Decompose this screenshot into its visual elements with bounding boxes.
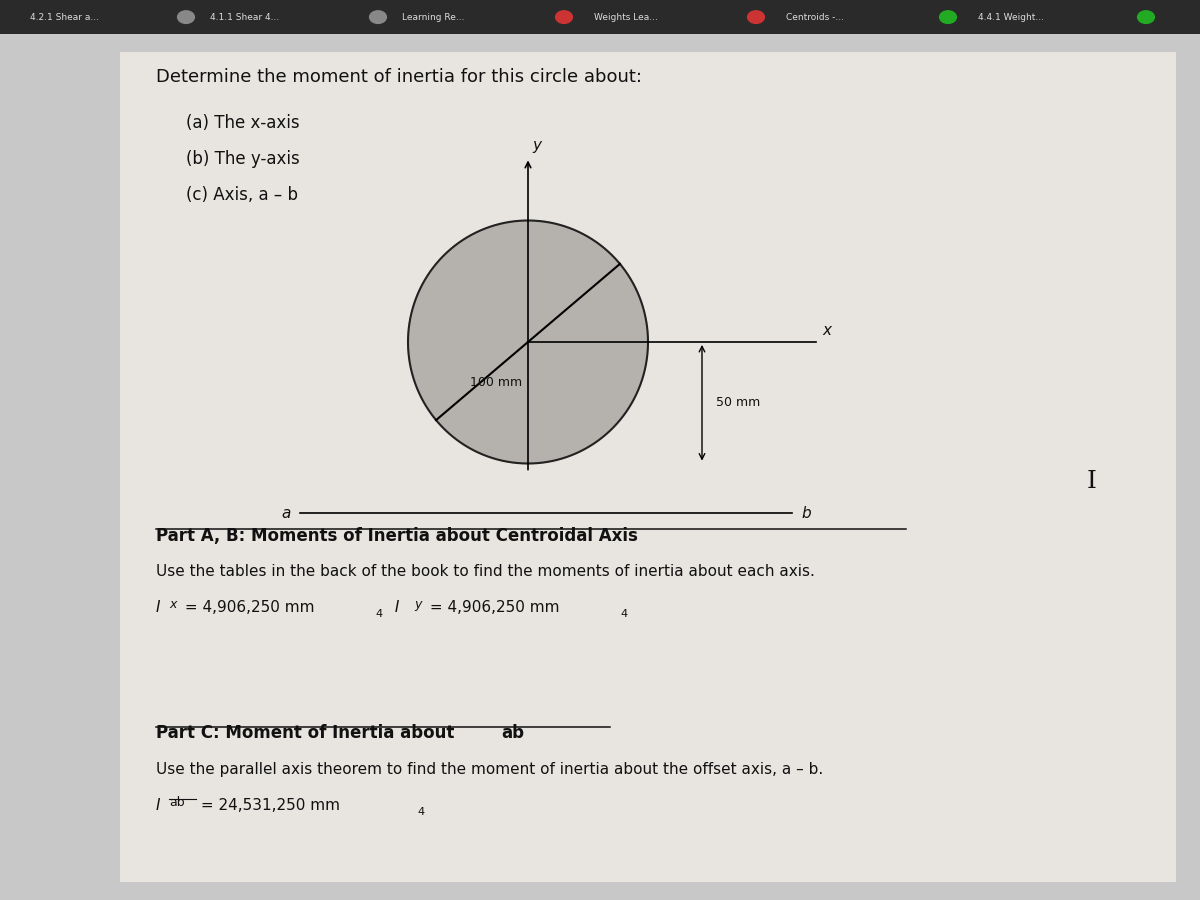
Text: Part A, B: Moments of Inertia about Centroidal Axis: Part A, B: Moments of Inertia about Cent… [156,526,638,544]
Text: (b) The y-axis: (b) The y-axis [186,150,300,168]
Text: I: I [156,600,161,616]
Text: 4: 4 [418,807,425,817]
Text: ab: ab [502,724,524,742]
Text: I: I [156,798,161,814]
Circle shape [178,11,194,23]
Circle shape [556,11,572,23]
Text: ab: ab [169,796,185,808]
Polygon shape [408,220,648,464]
Circle shape [1138,11,1154,23]
Text: Part C: Moment of Inertia about: Part C: Moment of Inertia about [156,724,460,742]
Text: 50 mm: 50 mm [716,396,761,410]
Text: = 24,531,250 mm: = 24,531,250 mm [196,798,340,814]
Text: (a) The x-axis: (a) The x-axis [186,114,300,132]
Text: I: I [1087,470,1097,493]
Text: Use the parallel axis theorem to find the moment of inertia about the offset axi: Use the parallel axis theorem to find th… [156,762,823,778]
Text: 4.4.1 Weight...: 4.4.1 Weight... [978,13,1044,22]
Text: Weights Lea...: Weights Lea... [594,13,658,22]
Text: 4.1.1 Shear 4...: 4.1.1 Shear 4... [210,13,280,22]
Text: (c) Axis, a – b: (c) Axis, a – b [186,186,298,204]
Text: Centroids -...: Centroids -... [786,13,844,22]
Text: b: b [802,506,811,520]
Text: I: I [390,600,400,616]
Text: x: x [169,598,176,610]
Text: 4.2.1 Shear a...: 4.2.1 Shear a... [30,13,98,22]
Circle shape [370,11,386,23]
Text: Determine the moment of inertia for this circle about:: Determine the moment of inertia for this… [156,68,642,86]
Text: Learning Re...: Learning Re... [402,13,464,22]
Text: Use the tables in the back of the book to find the moments of inertia about each: Use the tables in the back of the book t… [156,564,815,580]
Text: = 4,906,250 mm: = 4,906,250 mm [425,600,559,616]
Text: 4: 4 [620,609,628,619]
Circle shape [748,11,764,23]
Bar [120,52,1176,882]
Text: = 4,906,250 mm: = 4,906,250 mm [180,600,314,616]
Text: 4: 4 [376,609,383,619]
Text: 100 mm: 100 mm [470,376,522,389]
Circle shape [940,11,956,23]
Text: y: y [533,138,542,153]
Text: y: y [414,598,421,610]
Text: x: x [822,323,832,338]
Text: a: a [281,506,290,520]
Bar [0,0,1200,34]
